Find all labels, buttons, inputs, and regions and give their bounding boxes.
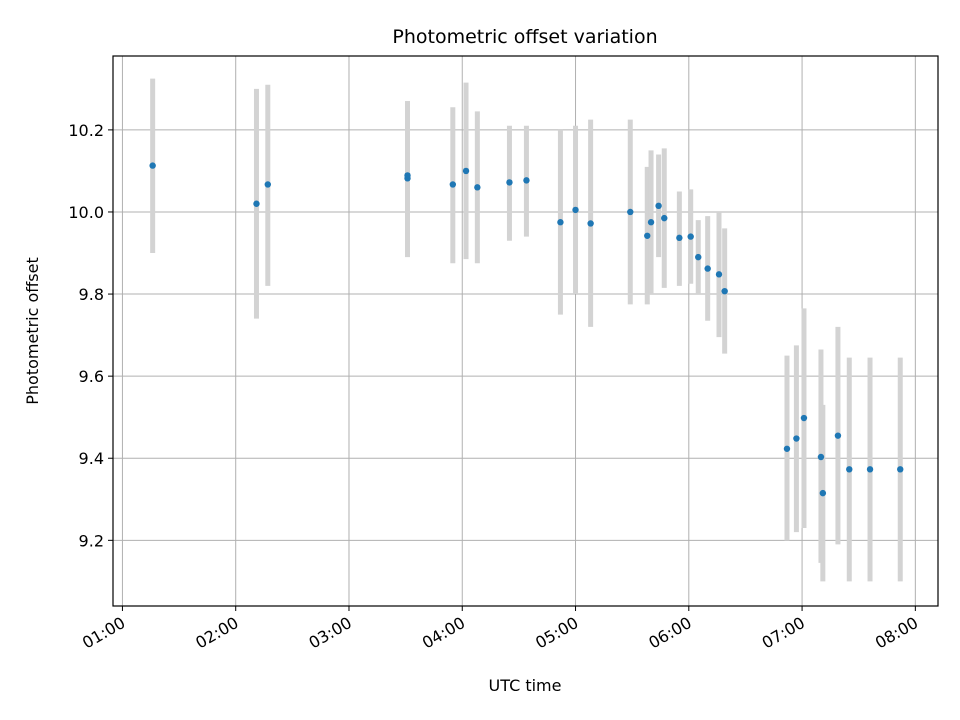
data-point xyxy=(793,435,800,442)
x-tick-label: 07:00 xyxy=(759,613,808,653)
data-point xyxy=(557,219,564,226)
data-point xyxy=(644,232,651,239)
data-point xyxy=(661,214,668,222)
x-tick-label: 02:00 xyxy=(192,613,241,653)
data-point xyxy=(253,200,260,207)
data-point xyxy=(462,167,470,175)
x-tick-label: 08:00 xyxy=(872,613,921,653)
data-point xyxy=(704,265,711,272)
y-tick-label: 9.6 xyxy=(79,367,104,386)
data-point xyxy=(627,208,634,216)
data-point xyxy=(800,414,808,422)
y-tick-label: 9.8 xyxy=(79,285,104,304)
data-point xyxy=(572,206,579,214)
data-point xyxy=(897,466,904,473)
data-point xyxy=(676,234,683,242)
data-point xyxy=(523,177,530,184)
data-point xyxy=(846,466,853,473)
y-axis-ticks: 9.2 9.4 9.6 9.8 10.0 10.2 xyxy=(68,121,113,550)
data-point xyxy=(695,253,702,261)
x-tick-label: 01:00 xyxy=(79,613,128,653)
data-point xyxy=(715,271,723,278)
data-point xyxy=(474,184,481,191)
data-point xyxy=(647,219,655,226)
data-point xyxy=(834,432,842,439)
data-point xyxy=(264,181,272,188)
y-tick-label: 10.0 xyxy=(68,203,104,222)
x-tick-label: 04:00 xyxy=(419,613,468,653)
error-bars xyxy=(150,78,903,582)
data-point xyxy=(149,162,156,169)
data-point xyxy=(449,181,457,188)
data-point xyxy=(404,172,411,179)
y-tick-label: 9.2 xyxy=(79,531,104,550)
data-points xyxy=(149,162,904,497)
data-point xyxy=(587,220,594,227)
x-axis-ticks: 01:00 02:00 03:00 04:00 05:00 06:00 07:00 08:00 xyxy=(79,606,921,653)
plot-frame xyxy=(112,55,939,607)
data-point xyxy=(866,466,874,473)
data-point xyxy=(721,287,728,295)
x-tick-label: 06:00 xyxy=(645,613,694,653)
data-point xyxy=(783,445,791,452)
data-point xyxy=(687,233,694,240)
y-tick-label: 10.2 xyxy=(68,121,104,140)
data-point xyxy=(817,453,825,461)
y-axis-label: Photometric offset xyxy=(23,257,42,405)
x-axis-label: UTC time xyxy=(489,676,562,695)
data-point xyxy=(819,489,827,497)
data-point xyxy=(506,179,513,186)
x-tick-label: 05:00 xyxy=(532,613,581,653)
data-point xyxy=(655,202,662,210)
x-tick-label: 03:00 xyxy=(306,613,355,653)
chart-title: Photometric offset variation xyxy=(392,26,657,48)
y-tick-label: 9.4 xyxy=(79,449,104,468)
